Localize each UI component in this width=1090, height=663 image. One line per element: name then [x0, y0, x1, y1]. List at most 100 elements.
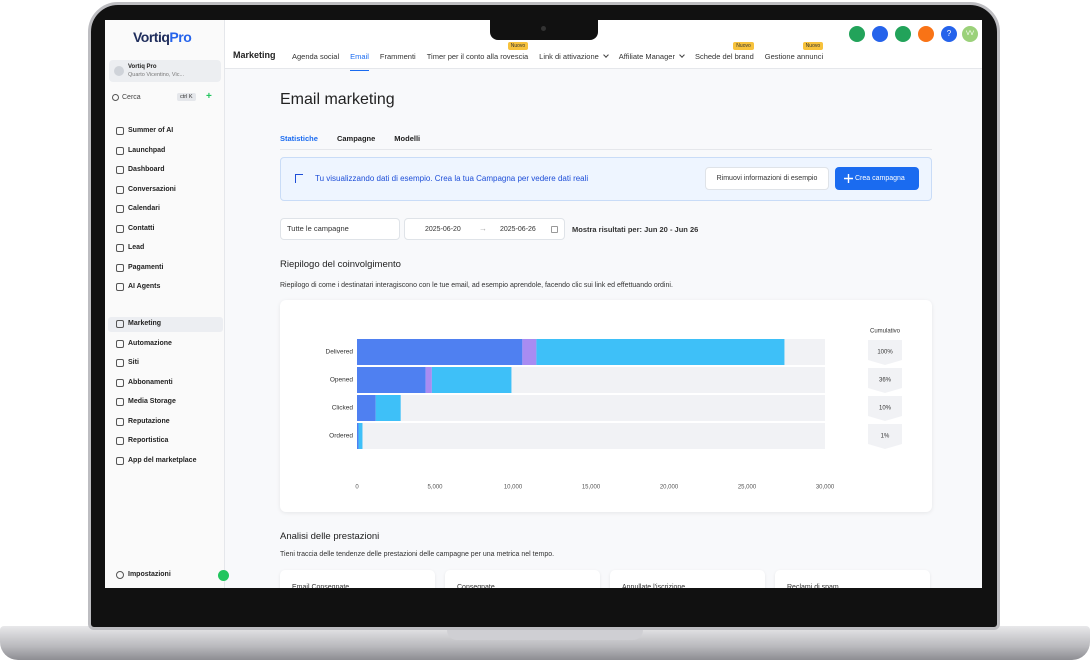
nav-tab[interactable]: Email	[350, 52, 369, 71]
account-icon	[114, 66, 124, 76]
x-tick-label: 0	[355, 485, 359, 491]
new-badge: Nuovo	[733, 42, 754, 50]
sidebar-item[interactable]: Abbonamenti	[108, 376, 223, 391]
bar-track	[357, 423, 825, 449]
metric-card-title: Consegnate	[457, 584, 495, 588]
sidebar-label: App del marketplace	[128, 456, 197, 464]
notifications-button[interactable]	[918, 26, 934, 42]
sidebar-icon	[116, 417, 124, 426]
sample-banner: Tu visualizzando dati di esempio. Crea l…	[280, 157, 932, 201]
sidebar-label: Launchpad	[128, 146, 166, 154]
logo-suffix: Pro	[169, 29, 192, 45]
sidebar-label: Lead	[128, 244, 145, 251]
metric-card-title: Annullate l'iscrizione	[622, 584, 686, 588]
end-date: 2025-06-26	[500, 226, 536, 233]
nav-tab[interactable]: Agenda social	[292, 52, 339, 71]
cumulative-label: 36%	[879, 378, 892, 384]
cumulative-label: 1%	[881, 434, 890, 440]
x-tick-label: 25,000	[738, 485, 757, 491]
dropdown-chevron	[602, 52, 609, 58]
sidebar-label: Reportistica	[128, 437, 169, 444]
x-tick-label: 20,000	[660, 485, 679, 491]
announce-button[interactable]	[895, 26, 911, 42]
sidebar-icon	[116, 146, 124, 155]
sidebar-item[interactable]: Calendari	[108, 202, 223, 217]
sidebar-icon	[116, 456, 124, 465]
account-name: Vortiq Pro	[128, 64, 157, 70]
nav-tab[interactable]: Frammenti	[380, 52, 416, 71]
sidebar-icon	[116, 205, 124, 213]
remove-sample-button[interactable]: Rimuovi informazioni di esempio	[705, 167, 829, 190]
account-switcher[interactable]: Vortiq Pro Quarto Vicentino, Vic...	[109, 60, 221, 82]
create-campaign-button[interactable]: Crea campagna	[835, 167, 919, 190]
nav-tab[interactable]: Schede del brand Nuovo	[695, 42, 754, 71]
bar-segment	[425, 367, 432, 393]
help-button[interactable]: ?	[941, 26, 957, 42]
sidebar-label: Summer of AI	[128, 127, 174, 134]
bar-segment	[358, 423, 363, 449]
sidebar-item[interactable]: Conversazioni	[108, 183, 223, 198]
sidebar-item[interactable]: AI Agents	[108, 280, 223, 295]
sidebar-item[interactable]: Automazione	[108, 337, 223, 352]
cumulative-title: Cumulativo	[870, 329, 901, 335]
metric-card-title: Reclami di spam	[787, 584, 839, 588]
range-label: Mostra risultati per: Jun 20 - Jun 26	[572, 225, 699, 234]
sidebar-label: Marketing	[128, 320, 162, 327]
plus-icon	[844, 174, 853, 183]
range-arrow: →	[479, 224, 487, 233]
bar-segment	[357, 423, 359, 449]
campaign-select[interactable]: Tutte le campagne	[280, 218, 460, 240]
sidebar-icon	[116, 320, 124, 328]
metric-card: Consegnate	[445, 570, 600, 588]
cumulative-label: 100%	[877, 350, 893, 356]
sidebar-item[interactable]: Media Storage	[108, 395, 223, 410]
settings-label: Impostazioni	[128, 571, 171, 578]
new-badge: Nuovo	[507, 42, 529, 50]
sidebar-item[interactable]: Summer of AI	[108, 124, 223, 139]
sidebar-label: Contatti	[128, 224, 155, 232]
nav-tab[interactable]: Link di attivazione	[539, 52, 609, 71]
section-title: Marketing	[233, 50, 276, 60]
sidebar-item[interactable]: Lead	[108, 241, 223, 256]
laptop-notch	[447, 628, 643, 640]
quick-add[interactable]: +	[206, 91, 212, 102]
sidebar-item[interactable]: Siti	[108, 356, 223, 371]
sidebar-label: Automazione	[128, 339, 172, 347]
sidebar-icon	[116, 378, 124, 387]
sidebar	[105, 20, 225, 588]
sidebar-icon	[116, 339, 124, 348]
sidebar-icon	[116, 185, 124, 194]
search-input[interactable]: Cerca	[122, 94, 141, 101]
avatar[interactable]: VV	[962, 26, 978, 42]
sidebar-label: Dashboard	[128, 166, 165, 173]
nav-tab[interactable]: Affiliate Manager	[619, 52, 685, 71]
settings-link[interactable]: Impostazioni	[108, 568, 223, 583]
phone-button[interactable]	[849, 26, 865, 42]
tool-button[interactable]	[872, 26, 888, 42]
sidebar-icon	[116, 283, 124, 291]
cumulative-tag	[868, 424, 902, 449]
sidebar-item[interactable]: Launchpad	[108, 144, 223, 159]
nav-tab[interactable]: Gestione annunci Nuovo	[765, 42, 824, 71]
date-range[interactable]: 2025-06-20 → 2025-06-26	[404, 218, 565, 240]
nav-tab-label: Frammenti	[379, 52, 416, 61]
search-icon	[112, 94, 119, 101]
sidebar-label: Siti	[128, 359, 139, 366]
sidebar-item[interactable]: Dashboard	[108, 163, 223, 178]
logo: VortiqPro	[133, 29, 192, 45]
x-tick-label: 30,000	[816, 485, 835, 491]
page-title: Email marketing	[280, 91, 395, 108]
subtab[interactable]: Campagne	[336, 134, 376, 143]
sidebar-item[interactable]: Contatti	[108, 222, 223, 237]
bar-segment	[522, 339, 537, 365]
sidebar-item[interactable]: App del marketplace	[108, 454, 223, 469]
subtabs: Statistiche Campagne Modelli	[280, 134, 420, 150]
subtab[interactable]: Modelli	[394, 134, 421, 143]
subtab[interactable]: Statistiche	[280, 134, 318, 150]
nav-tab[interactable]: Timer per il conto alla rovescia Nuovo	[427, 42, 529, 71]
sidebar-item[interactable]: Marketing	[108, 317, 223, 332]
sidebar-item[interactable]: Reputazione	[108, 415, 223, 430]
sidebar-item[interactable]: Reportistica	[108, 434, 223, 449]
sidebar-item[interactable]: Pagamenti	[108, 261, 223, 276]
collapse-button[interactable]	[218, 570, 229, 581]
